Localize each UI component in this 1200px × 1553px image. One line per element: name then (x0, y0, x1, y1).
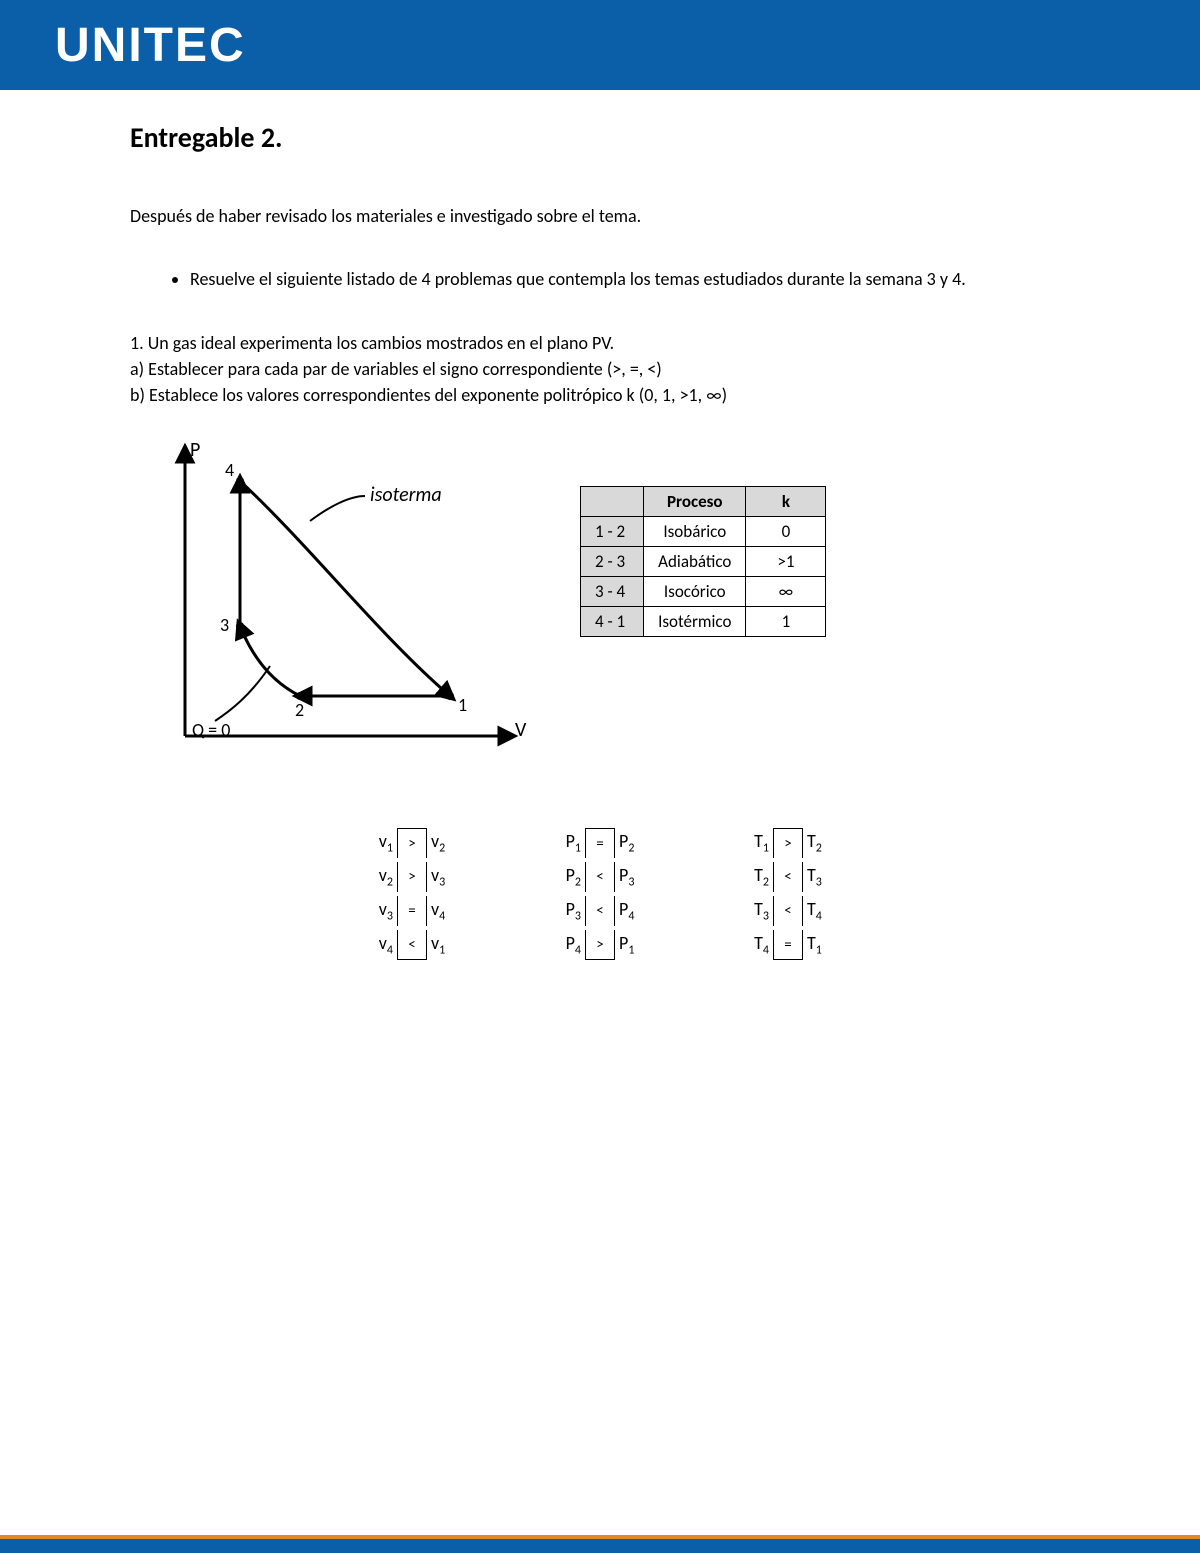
footer-stripe (0, 1539, 1200, 1553)
rel-right: v1 (431, 932, 461, 958)
relation-line: P1=P2 (551, 826, 649, 860)
proc-name: Isocórico (644, 577, 746, 607)
rel-left: P1 (551, 830, 581, 856)
rel-right: v3 (431, 864, 461, 890)
rel-right: T2 (807, 830, 837, 856)
rel-left: v2 (363, 864, 393, 890)
rel-left: T2 (739, 864, 769, 890)
relations-t: T1>T2T2<T3T3<T4T4=T1 (739, 826, 837, 962)
page-content: Entregable 2. Después de haber revisado … (0, 90, 1200, 962)
rel-left: P2 (551, 864, 581, 890)
page-title: Entregable 2. (130, 120, 1070, 155)
rel-right: T3 (807, 864, 837, 890)
rel-op: > (397, 828, 427, 858)
relations-p: P1=P2P2<P3P3<P4P4>P1 (551, 826, 649, 962)
proc-pair: 3 - 4 (581, 577, 644, 607)
svg-text:2: 2 (295, 699, 304, 721)
proc-pair: 4 - 1 (581, 607, 644, 637)
rel-right: T1 (807, 932, 837, 958)
rel-right: T4 (807, 898, 837, 924)
intro-text: Después de haber revisado los materiales… (130, 205, 1070, 227)
rel-left: v1 (363, 830, 393, 856)
proc-name: Isotérmico (644, 607, 746, 637)
process-table: Proceso k 1 - 2Isobárico02 - 3Adiabático… (580, 486, 826, 637)
rel-right: P4 (619, 898, 649, 924)
proc-pair: 1 - 2 (581, 517, 644, 547)
isoterma-label: isoterma (370, 483, 442, 507)
rel-right: P2 (619, 830, 649, 856)
table-row: 1 - 2Isobárico0 (581, 517, 826, 547)
rel-op: < (585, 896, 615, 926)
bullet-list: Resuelve el siguiente listado de 4 probl… (130, 267, 1070, 292)
axis-v-label: V (515, 718, 527, 742)
relation-line: v4<v1 (363, 928, 461, 962)
relation-line: T3<T4 (739, 894, 837, 928)
rel-left: v3 (363, 898, 393, 924)
proc-name: Isobárico (644, 517, 746, 547)
rel-op: < (773, 862, 803, 892)
rel-op: < (773, 896, 803, 926)
rel-left: T3 (739, 898, 769, 924)
relation-line: T1>T2 (739, 826, 837, 860)
rel-op: = (585, 828, 615, 858)
relations-v: v1>v2v2>v3v3=v4v4<v1 (363, 826, 461, 962)
relation-line: P2<P3 (551, 860, 649, 894)
proc-th-blank (581, 487, 644, 517)
relation-line: v2>v3 (363, 860, 461, 894)
rel-op: < (585, 862, 615, 892)
proc-pair: 2 - 3 (581, 547, 644, 577)
proc-k: 1 (746, 607, 826, 637)
relation-line: P4>P1 (551, 928, 649, 962)
table-row: 3 - 4Isocórico∞ (581, 577, 826, 607)
svg-text:1: 1 (458, 694, 467, 716)
rel-left: P4 (551, 932, 581, 958)
table-row: 2 - 3Adiabático>1 (581, 547, 826, 577)
rel-op: > (773, 828, 803, 858)
rel-left: v4 (363, 932, 393, 958)
brand-logo: UNITEC (55, 18, 246, 73)
rel-op: = (397, 896, 427, 926)
rel-right: P3 (619, 864, 649, 890)
axis-p-label: P (190, 438, 200, 462)
proc-k: 0 (746, 517, 826, 547)
q0-label: Q = 0 (192, 719, 230, 741)
relation-line: P3<P4 (551, 894, 649, 928)
question-b: b) Establece los valores correspondiente… (130, 384, 1070, 406)
rel-left: P3 (551, 898, 581, 924)
proc-th-proceso: Proceso (644, 487, 746, 517)
rel-op: = (773, 930, 803, 960)
bullet-item: Resuelve el siguiente listado de 4 probl… (190, 267, 1070, 292)
rel-left: T4 (739, 932, 769, 958)
relations-row: v1>v2v2>v3v3=v4v4<v1 P1=P2P2<P3P3<P4P4>P… (130, 826, 1070, 962)
rel-right: P1 (619, 932, 649, 958)
table-row: 4 - 1Isotérmico1 (581, 607, 826, 637)
pv-diagram: P V 1 2 3 4 isoterma Q = 0 (130, 436, 530, 766)
question-block: 1. Un gas ideal experimenta los cambios … (130, 332, 1070, 406)
rel-left: T1 (739, 830, 769, 856)
proc-th-k: k (746, 487, 826, 517)
proc-k: >1 (746, 547, 826, 577)
proc-name: Adiabático (644, 547, 746, 577)
relation-line: T4=T1 (739, 928, 837, 962)
rel-op: > (397, 862, 427, 892)
rel-op: > (585, 930, 615, 960)
svg-text:3: 3 (220, 614, 229, 636)
question-stem: 1. Un gas ideal experimenta los cambios … (130, 332, 1070, 354)
question-a: a) Establecer para cada par de variables… (130, 358, 1070, 380)
rel-right: v4 (431, 898, 461, 924)
proc-k: ∞ (746, 577, 826, 607)
relation-line: T2<T3 (739, 860, 837, 894)
header-band: UNITEC (0, 0, 1200, 90)
rel-right: v2 (431, 830, 461, 856)
relation-line: v1>v2 (363, 826, 461, 860)
svg-text:4: 4 (225, 459, 234, 481)
rel-op: < (397, 930, 427, 960)
relation-line: v3=v4 (363, 894, 461, 928)
